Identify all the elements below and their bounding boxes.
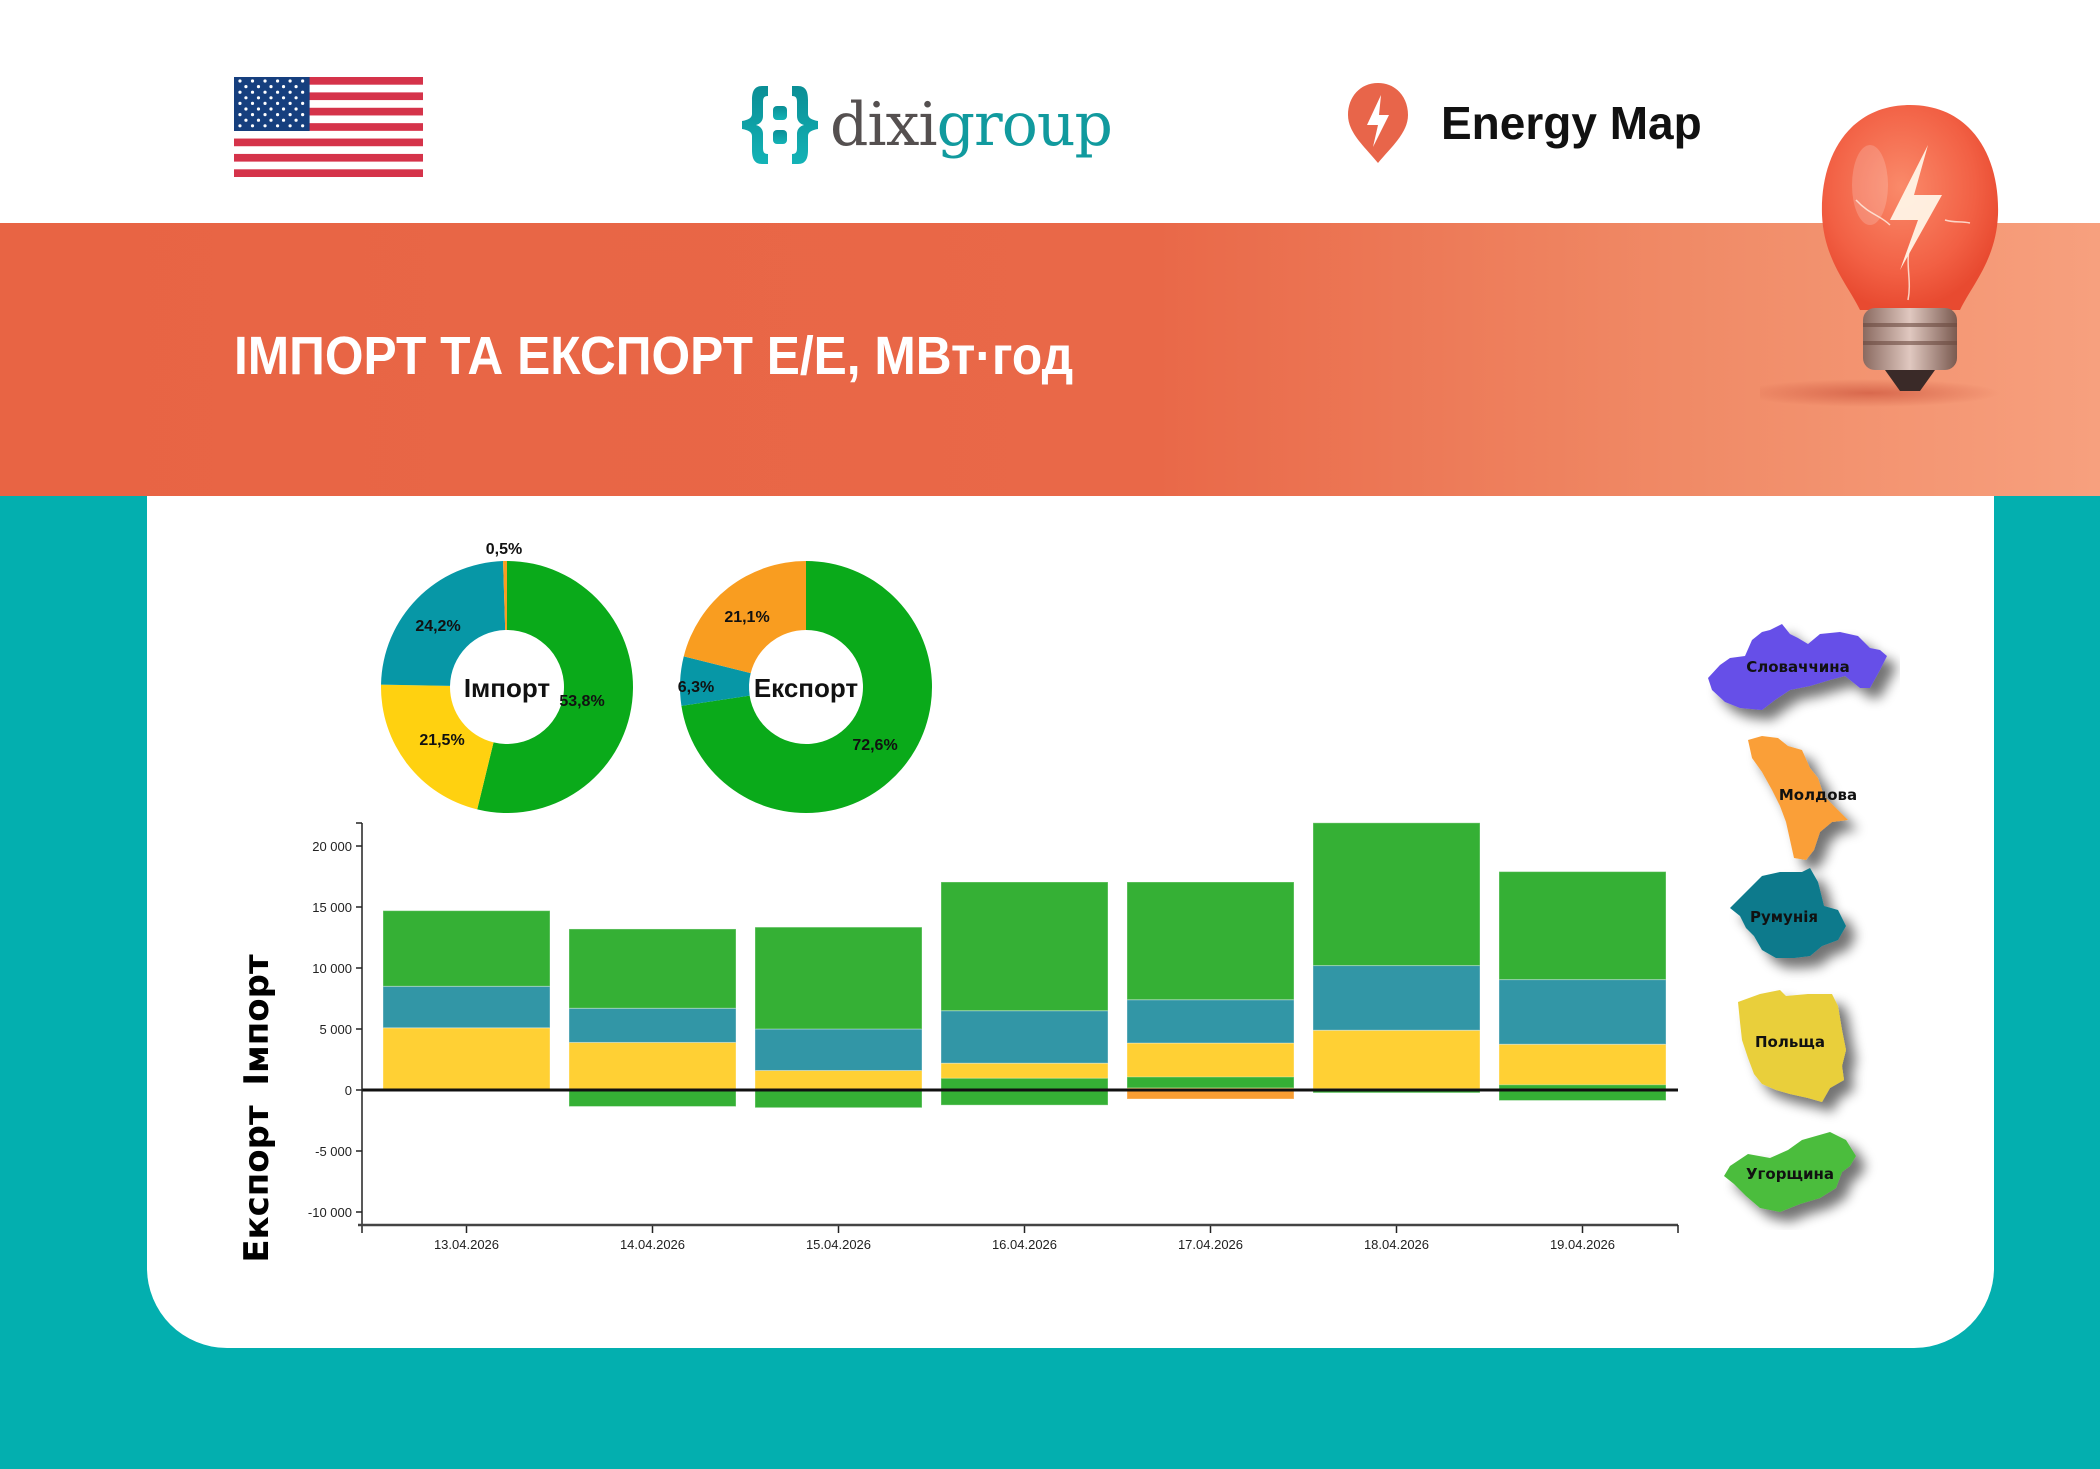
dixigroup-wordmark-dixi: dixi: [830, 90, 938, 160]
donut-slice-label: 53,8%: [559, 693, 604, 710]
y-tick-label: 20 000: [312, 839, 352, 854]
y-tick-label: 15 000: [312, 900, 352, 915]
light-bulb-icon: [1760, 105, 2000, 407]
legend-label: Румунія: [1750, 908, 1818, 926]
bar-segment[interactable]: [754, 926, 923, 1030]
us-flag-icon[interactable]: [234, 77, 423, 177]
bar-segment[interactable]: [1498, 1084, 1667, 1101]
dixigroup-wordmark: dixigroup: [830, 90, 1113, 160]
energy-map-wordmark: Energy Map: [1441, 97, 1702, 149]
stacked-bar-chart: 13.04.2026 14.04.2026 15.04.2026 16.04.2026…: [237, 822, 1679, 1263]
bar-segment[interactable]: [382, 1027, 551, 1091]
bar-segment[interactable]: [1126, 1076, 1295, 1089]
y-axis-title-export: Експорт: [237, 1105, 277, 1263]
energy-map-logo[interactable]: Energy Map: [1345, 80, 1702, 166]
donut-slice-label: 24,2%: [415, 618, 460, 635]
bar-segment[interactable]: [1498, 1043, 1667, 1091]
bar-segment[interactable]: [1312, 822, 1481, 967]
y-tick-label: 10 000: [312, 961, 352, 976]
bar-segment[interactable]: [754, 1069, 923, 1091]
donut-center-label: Експорт: [754, 673, 859, 703]
map-pin-bolt-icon: [1348, 83, 1408, 163]
page-title: ІМПОРТ ТА ЕКСПОРТ Е/Е, МВт·год: [234, 326, 1074, 386]
poland-map-icon: [1738, 990, 1846, 1102]
donut-slice: [381, 684, 494, 810]
y-tick-label: 0: [345, 1083, 352, 1098]
x-tick-label: 15.04.2026: [806, 1237, 871, 1252]
bar-segment[interactable]: [754, 1088, 923, 1109]
bar-segment[interactable]: [382, 985, 551, 1029]
moldova-map-icon: [1748, 736, 1848, 860]
x-tick-label: 19.04.2026: [1550, 1237, 1615, 1252]
donut-slice-label: 0,5%: [486, 541, 522, 558]
donut-charts: Імпорт 53,8% 21,5% 24,2% 0,5% Експорт 72,6% 6,…: [381, 541, 933, 813]
romania-map-icon: [1730, 868, 1846, 958]
x-tick-label: 16.04.2026: [992, 1237, 1057, 1252]
bar-segment[interactable]: [382, 910, 551, 987]
dixigroup-wordmark-group: group: [936, 90, 1113, 160]
donut-slice: [503, 561, 507, 631]
bar-segment[interactable]: [1126, 881, 1295, 1001]
bars: [382, 822, 1667, 1109]
export-donut-chart: Експорт 72,6% 6,3% 21,1%: [678, 561, 933, 813]
y-tick-label: -10 000: [308, 1205, 352, 1220]
country-legend: Словаччина Молдова Румунія Польща Угорщи…: [1708, 624, 1887, 1212]
legend-label: Угорщина: [1746, 1165, 1834, 1183]
bar-segment[interactable]: [754, 1028, 923, 1071]
bar-segment[interactable]: [940, 881, 1109, 1012]
legend-item-hungary[interactable]: Угорщина: [1724, 1132, 1856, 1212]
y-axis-title-import: Імпорт: [237, 954, 277, 1086]
legend-item-poland[interactable]: Польща: [1738, 990, 1846, 1102]
legend-label: Молдова: [1779, 786, 1857, 804]
x-tick-label: 14.04.2026: [620, 1237, 685, 1252]
bar-segment[interactable]: [568, 928, 737, 1009]
legend-label: Словаччина: [1746, 658, 1850, 676]
bar-segment[interactable]: [1498, 979, 1667, 1045]
chart-axes: 13.04.2026 14.04.2026 15.04.2026 16.04.2026…: [308, 822, 1679, 1252]
donut-slice: [681, 561, 933, 813]
bar-segment[interactable]: [1312, 1029, 1481, 1091]
donut-slice: [381, 561, 506, 686]
dixigroup-brace-icon: [742, 86, 818, 164]
legend-label: Польща: [1755, 1033, 1825, 1051]
legend-item-moldova[interactable]: Молдова: [1748, 736, 1857, 860]
legend-item-romania[interactable]: Румунія: [1730, 868, 1846, 958]
donut-slice: [683, 561, 806, 674]
hungary-map-icon: [1724, 1132, 1856, 1212]
bar-segment[interactable]: [940, 1010, 1109, 1064]
bar-segment[interactable]: [1126, 999, 1295, 1044]
legend-item-slovakia[interactable]: Словаччина: [1708, 624, 1887, 710]
title-banner: [0, 223, 2100, 496]
bar-segment[interactable]: [568, 1007, 737, 1043]
bar-segment[interactable]: [1498, 871, 1667, 981]
slovakia-map-icon: [1708, 624, 1887, 710]
x-tick-label: 17.04.2026: [1178, 1237, 1243, 1252]
donut-slice-label: 21,5%: [419, 732, 464, 749]
x-tick-label: 18.04.2026: [1364, 1237, 1429, 1252]
bar-segment[interactable]: [1312, 965, 1481, 1031]
y-tick-label: -5 000: [315, 1144, 352, 1159]
import-donut-chart: Імпорт 53,8% 21,5% 24,2% 0,5%: [381, 541, 633, 813]
donut-slice-label: 6,3%: [678, 679, 714, 696]
donut-slice: [680, 656, 751, 706]
donut-center-label: Імпорт: [464, 673, 551, 703]
dixigroup-logo[interactable]: dixigroup: [740, 84, 1113, 166]
bar-segment[interactable]: [568, 1089, 737, 1107]
donut-slice-label: 21,1%: [724, 609, 769, 626]
donut-slice: [477, 561, 633, 813]
x-tick-label: 13.04.2026: [434, 1237, 499, 1252]
bar-segment[interactable]: [568, 1041, 737, 1091]
y-tick-label: 5 000: [319, 1022, 352, 1037]
donut-slice-label: 72,6%: [852, 737, 897, 754]
bar-segment[interactable]: [940, 1077, 1109, 1106]
